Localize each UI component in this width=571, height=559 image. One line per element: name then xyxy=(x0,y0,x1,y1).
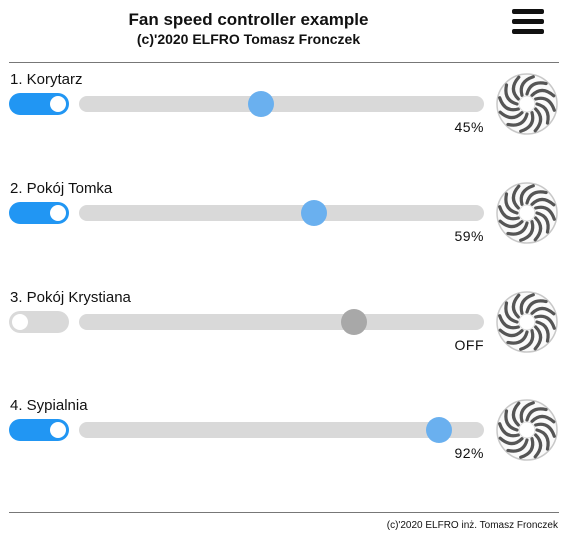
hamburger-menu-icon[interactable] xyxy=(512,9,544,35)
slider-track xyxy=(79,422,484,438)
fan-blade xyxy=(535,211,550,234)
fan-row-1: 1. Korytarz 45% xyxy=(0,71,571,161)
fan-blade xyxy=(506,438,529,453)
speed-slider[interactable] xyxy=(79,417,484,443)
fan-blade xyxy=(519,184,535,206)
fan-blade xyxy=(530,306,556,316)
fan-blade xyxy=(504,83,519,106)
fan-toggle[interactable] xyxy=(9,202,69,224)
speed-value: 45% xyxy=(454,119,484,135)
fan-row-3: 3. Pokój Krystiana OFF xyxy=(0,289,571,379)
toggle-knob xyxy=(50,205,66,221)
fan-icon xyxy=(496,291,558,353)
slider-track xyxy=(79,314,484,330)
fan-blade xyxy=(498,314,520,330)
speed-value: OFF xyxy=(454,337,484,353)
menu-bar xyxy=(512,9,544,14)
fan-blade xyxy=(511,401,521,427)
page-subtitle: (c)'2020 ELFRO Tomasz Fronczek xyxy=(136,31,361,47)
slider-thumb[interactable] xyxy=(426,417,453,443)
header-divider xyxy=(9,62,559,63)
fan-blade xyxy=(498,422,520,438)
slider-thumb[interactable] xyxy=(300,200,327,226)
header: Fan speed controller example (c)'2020 EL… xyxy=(0,0,571,62)
fan-blade xyxy=(506,221,529,236)
fan-blade xyxy=(498,219,524,229)
fan-row-2: 2. Pokój Tomka 59% xyxy=(0,180,571,270)
toggle-knob xyxy=(50,422,66,438)
page-title: Fan speed controller example xyxy=(128,10,369,29)
fan-label: 4. Sypialnia xyxy=(10,397,88,414)
fan-blade xyxy=(525,190,548,205)
fan-blade xyxy=(519,437,535,459)
fan-blade xyxy=(498,328,524,338)
fan-blade xyxy=(533,107,543,133)
slider-thumb[interactable] xyxy=(248,91,275,117)
fan-blade xyxy=(504,409,519,432)
toggle-knob xyxy=(50,96,66,112)
speed-value: 92% xyxy=(454,445,484,461)
fan-blade xyxy=(519,111,535,133)
fan-hub xyxy=(518,313,536,331)
fan-blade xyxy=(519,401,535,423)
fan-blade xyxy=(498,110,524,120)
fan-blade xyxy=(530,88,556,98)
fan-blade xyxy=(533,325,543,351)
fan-blade xyxy=(506,330,529,345)
fan-blade xyxy=(519,220,535,242)
fan-blade xyxy=(498,205,520,221)
fan-hub xyxy=(518,204,536,222)
fan-blade xyxy=(511,184,521,210)
speed-slider[interactable] xyxy=(79,309,484,335)
fan-blade xyxy=(525,407,548,422)
fan-blade xyxy=(498,96,520,112)
fan-blade xyxy=(530,414,556,424)
fan-blade xyxy=(534,205,556,221)
fan-toggle[interactable] xyxy=(9,419,69,441)
fan-blade xyxy=(519,293,535,315)
fan-blade xyxy=(506,112,529,127)
speed-value: 59% xyxy=(454,228,484,244)
fan-blade xyxy=(504,192,519,215)
fan-blade xyxy=(504,301,519,324)
fan-blade xyxy=(525,299,548,314)
fan-label: 1. Korytarz xyxy=(10,71,83,88)
fan-icon xyxy=(496,73,558,135)
slider-track xyxy=(79,205,484,221)
fan-blade xyxy=(534,96,556,112)
fan-blade xyxy=(535,428,550,451)
fan-label: 3. Pokój Krystiana xyxy=(10,289,131,306)
menu-bar xyxy=(512,19,544,24)
fan-blade xyxy=(525,81,548,96)
fan-hub xyxy=(518,421,536,439)
fan-toggle[interactable] xyxy=(9,93,69,115)
slider-track xyxy=(79,96,484,112)
footer-copyright: (c)'2020 ELFRO inż. Tomasz Fronczek xyxy=(386,520,558,531)
fan-icon xyxy=(496,182,558,244)
footer-divider xyxy=(9,512,559,513)
fan-toggle[interactable] xyxy=(9,311,69,333)
fan-blade xyxy=(511,293,521,319)
fan-blade xyxy=(533,433,543,459)
speed-slider[interactable] xyxy=(79,91,484,117)
fan-blade xyxy=(530,197,556,207)
fan-hub xyxy=(518,95,536,113)
fan-blade xyxy=(535,102,550,125)
fan-blade xyxy=(534,314,556,330)
fan-blade xyxy=(534,422,556,438)
slider-thumb[interactable] xyxy=(341,309,368,335)
fan-blade xyxy=(519,329,535,351)
toggle-knob xyxy=(12,314,28,330)
fan-blade xyxy=(511,75,521,101)
menu-bar xyxy=(512,29,544,34)
fan-blade xyxy=(533,216,543,242)
fan-row-4: 4. Sypialnia 92% xyxy=(0,397,571,487)
fan-blade xyxy=(498,436,524,446)
fan-icon xyxy=(496,399,558,461)
fan-blade xyxy=(535,320,550,343)
fan-blade xyxy=(519,75,535,97)
speed-slider[interactable] xyxy=(79,200,484,226)
fan-label: 2. Pokój Tomka xyxy=(10,180,113,197)
